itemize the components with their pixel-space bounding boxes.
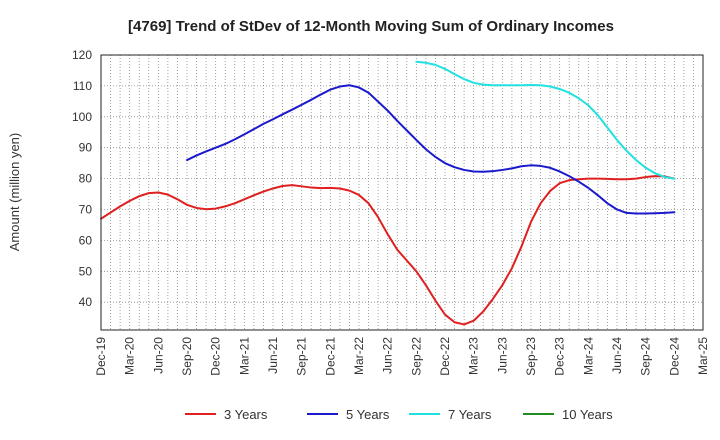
y-tick-label: 110 <box>73 79 92 93</box>
series-line <box>186 84 676 215</box>
legend-label: 5 Years <box>346 407 390 422</box>
x-tick-label: Dec-23 <box>553 337 567 376</box>
x-tick-label: Mar-23 <box>467 337 481 375</box>
y-tick-label: 90 <box>79 141 93 155</box>
series-line <box>100 175 676 326</box>
x-tick-label: Jun-24 <box>610 337 624 374</box>
x-tick-label: Sep-23 <box>524 337 538 376</box>
legend-label: 10 Years <box>562 407 613 422</box>
y-tick-label: 70 <box>79 202 93 216</box>
y-tick-label: 80 <box>79 172 93 186</box>
legend-label: 3 Years <box>224 407 268 422</box>
legend-label: 7 Years <box>448 407 492 422</box>
x-tick-label: Dec-24 <box>667 337 681 376</box>
series-lines <box>100 60 676 326</box>
x-tick-labels: Dec-19 Mar-20 Jun-20 Sep-20 Dec-20 Mar-21 Jun-… <box>94 337 710 376</box>
x-tick-label: Jun-22 <box>381 337 395 374</box>
x-tick-label: Mar-25 <box>696 337 710 375</box>
x-tick-label: Jun-23 <box>495 337 509 374</box>
y-tick-label: 100 <box>72 110 92 124</box>
x-tick-label: Sep-20 <box>180 337 194 376</box>
y-axis-label: Amount (million yen) <box>7 133 22 252</box>
y-tick-label: 120 <box>72 48 92 62</box>
y-tick-label: 40 <box>79 295 93 309</box>
x-tick-label: Dec-21 <box>323 337 337 376</box>
plot-frame <box>100 54 704 331</box>
x-tick-label: Mar-21 <box>237 337 251 375</box>
x-tick-label: Dec-20 <box>209 337 223 376</box>
x-tick-label: Dec-19 <box>94 337 108 376</box>
x-tick-label: Mar-20 <box>123 337 137 375</box>
legend: 3 Years 5 Years 7 Years 10 Years <box>185 407 613 422</box>
y-tick-label: 50 <box>79 264 93 278</box>
x-tick-label: Jun-20 <box>151 337 165 374</box>
x-tick-label: Sep-22 <box>409 337 423 376</box>
y-tick-label: 60 <box>79 233 93 247</box>
series-line <box>415 60 676 180</box>
x-tick-label: Dec-22 <box>438 337 452 376</box>
x-tick-label: Sep-21 <box>295 337 309 376</box>
y-tick-labels: 40 50 60 70 80 90 100 110 120 <box>72 48 92 309</box>
chart-title: [4769] Trend of StDev of 12-Month Moving… <box>128 18 614 35</box>
x-tick-label: Jun-21 <box>266 337 280 374</box>
x-tick-label: Sep-24 <box>639 337 653 376</box>
x-tick-label: Mar-22 <box>352 337 366 375</box>
x-tick-label: Mar-24 <box>581 337 595 375</box>
grid <box>101 54 703 330</box>
